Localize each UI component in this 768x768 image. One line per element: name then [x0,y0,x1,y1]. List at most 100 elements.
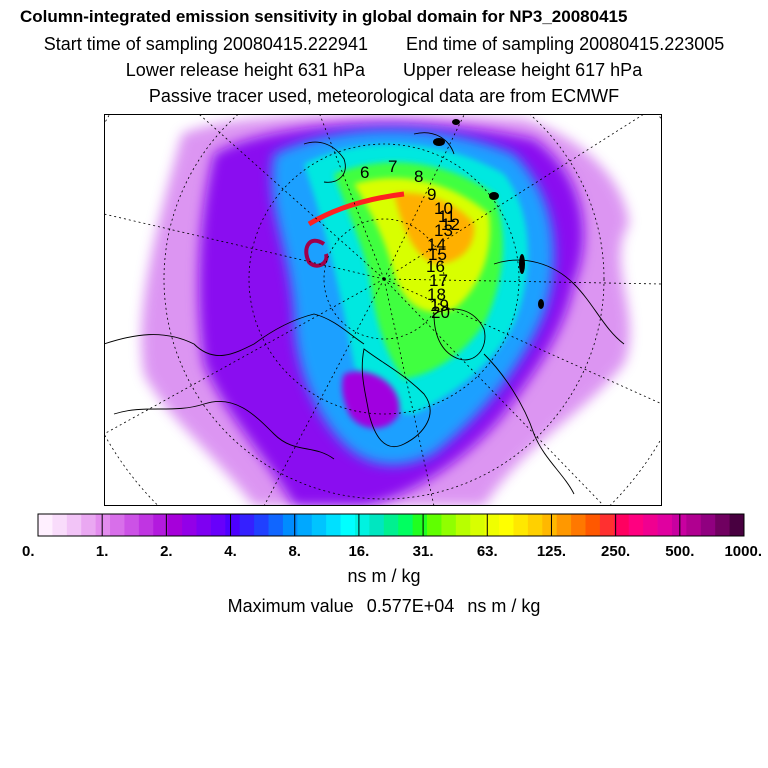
colorbar-cell [686,514,702,536]
colorbar-cell [254,514,269,536]
colorbar-cell [455,514,471,536]
colorbar: 0. 1. 2. 4. 8. 16. 31. 63. 125. 250. 500. 1000. [22,513,762,560]
colorbar-cell [354,514,370,536]
colorbar-cell [599,514,615,536]
colorbar-tick-label: 1000. [724,543,762,560]
colorbar-cell [167,514,183,536]
colorbar-cell [643,514,658,536]
colorbar-cell [81,514,97,536]
colorbar-tick-label: 0. [22,543,35,560]
trajectory-label: 13 [434,221,453,240]
trajectory-label: 18 [427,285,446,304]
trajectory-label: 19 [430,296,449,315]
colorbar-tick-label: 8. [288,543,301,560]
colorbar-cell [527,514,543,536]
lower-height-value: 631 hPa [297,60,365,80]
colorbar-cell [297,514,313,536]
colorbar-cell [340,514,356,536]
colorbar-cell [311,514,327,536]
colorbar-cell [614,514,630,536]
trajectory-label: 8 [414,167,423,186]
colorbar-cell [441,514,457,536]
colorbar-cell [657,514,673,536]
trajectory-label: 11 [438,207,456,226]
colorbar-cell [239,514,255,536]
colorbar-cell [369,514,385,536]
sensitivity-field [141,114,630,506]
trajectory-label: 7 [388,157,397,176]
lower-height-label: Lower release height [125,60,293,80]
colorbar-tick-label: 125. [537,543,566,560]
colorbar-cell [210,514,226,536]
tracer-note: Passive tracer used, meteorological data… [148,86,620,106]
colorbar-cell [95,514,111,536]
colorbar-cell [268,514,284,536]
end-time-label: End time of sampling [406,34,575,54]
trajectory-label: 6 [360,163,369,182]
colorbar-cell [571,514,586,536]
colorbar-cell [110,514,125,536]
colorbar-units: ns m / kg [347,566,421,586]
trajectory-label: 15 [428,245,447,264]
sampling-time-line: Start time of sampling 20080415.222941 E… [0,33,768,55]
trajectory-label: 9 [427,185,436,204]
colorbar-tick-label: 16. [348,543,369,560]
trajectory-label: 16 [426,257,445,276]
colorbar-cell [412,514,428,536]
colorbar-frame [37,513,745,537]
colorbar-cell [52,514,68,536]
colorbar-cell [729,514,745,536]
colorbar-cell [196,514,212,536]
colorbar-cell [182,514,197,536]
colorbar-cell [628,514,644,536]
colorbar-tick-labels: 0. 1. 2. 4. 8. 16. 31. 63. 125. 250. 500. 1000. [22,543,762,560]
lakes [433,119,544,309]
maximum-label: Maximum value [227,596,354,616]
map-frame [104,114,662,506]
colorbar-tick-label: 31. [413,543,434,560]
start-time-value: 20080415.222941 [222,34,368,54]
trajectory-label: 14 [427,235,446,254]
chart-title: Column-integrated emission sensitivity i… [20,7,628,26]
trajectory-label: 12 [441,215,460,234]
maximum-value-line: Maximum value 0.577E+04 ns m / kg [0,596,768,617]
colorbar-cell [513,514,529,536]
upper-height-value: 617 hPa [575,60,643,80]
colorbar-cell [470,514,486,536]
colorbar-cell [282,514,298,536]
colorbar-cell [427,514,442,536]
colorbar-cell [66,514,82,536]
sensitivity-map: 6 7 8 9 10 11 12 13 14 15 16 17 18 19 20 [104,114,662,506]
colorbar-tick-label: 2. [160,543,173,560]
colorbar-cell [585,514,601,536]
start-time-label: Start time of sampling [43,34,218,54]
colorbar-cell [326,514,341,536]
colorbar-cell [398,514,414,536]
colorbar-cell [542,514,558,536]
colorbar-cell [225,514,241,536]
colorbar-tick-label: 63. [477,543,498,560]
upper-height-label: Upper release height [403,60,571,80]
colorbar-cells [38,514,745,536]
trajectory-label: 10 [434,199,453,218]
colorbar-tick-label: 4. [224,543,237,560]
release-height-line: Lower release height 631 hPa Upper relea… [0,59,768,81]
colorbar-tick-label: 250. [601,543,630,560]
colorbar-tick-label: 1. [96,543,109,560]
colorbar-cell [38,514,53,536]
trajectory-label: 20 [431,303,450,322]
colorbar-cell [383,514,399,536]
colorbar-cell [138,514,154,536]
colorbar-tick-label: 500. [665,543,694,560]
graticule [104,114,662,506]
colorbar-cell [715,514,730,536]
colorbar-cell [484,514,500,536]
colorbar-cell [124,514,140,536]
colorbar-cell [499,514,514,536]
colorbar-cell [153,514,169,536]
colorbar-cell [700,514,716,536]
end-time-value: 20080415.223005 [579,34,725,54]
colorbar-cell [556,514,572,536]
